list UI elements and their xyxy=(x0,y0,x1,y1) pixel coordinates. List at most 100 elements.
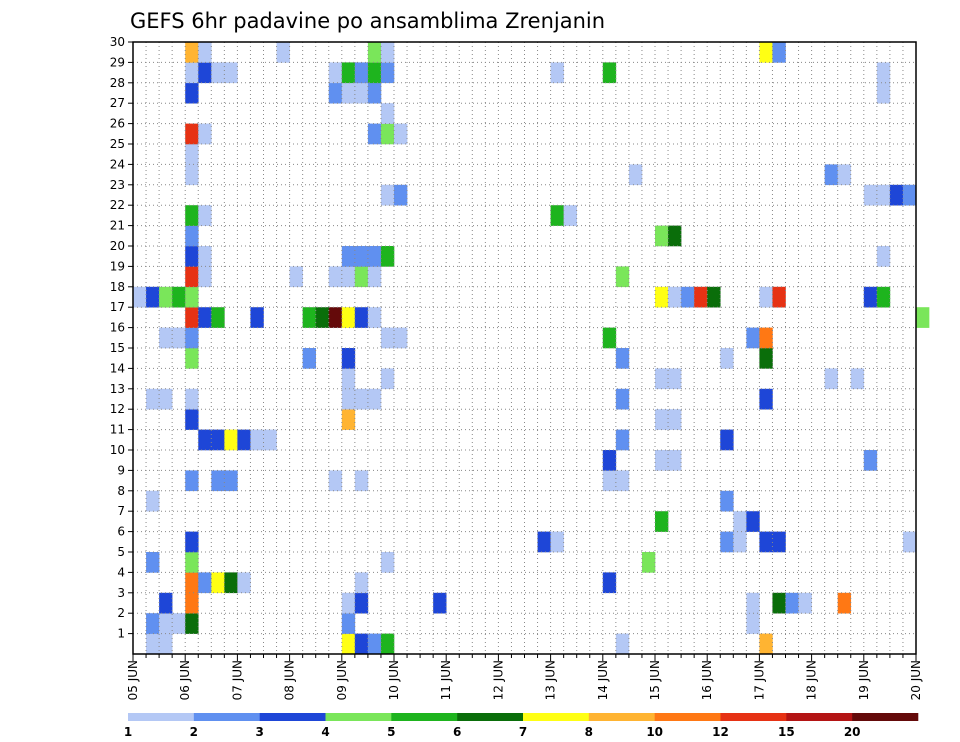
data-cell xyxy=(341,592,356,614)
data-cell xyxy=(367,42,382,63)
y-tick-label: 2 xyxy=(117,606,125,620)
x-tick-label: 13 JUN xyxy=(544,660,558,700)
data-cell xyxy=(237,429,251,451)
data-cell xyxy=(185,164,199,186)
data-cell xyxy=(367,62,382,84)
data-cell xyxy=(668,368,682,390)
legend-label: 6 xyxy=(453,725,461,739)
y-tick-label: 26 xyxy=(110,117,125,131)
data-cell xyxy=(185,286,199,308)
data-cell xyxy=(289,266,303,288)
legend-label: 2 xyxy=(190,725,198,739)
y-tick-label: 30 xyxy=(110,35,125,49)
data-cell xyxy=(394,123,408,145)
data-cell xyxy=(198,42,212,63)
data-cell xyxy=(146,490,160,512)
data-cell xyxy=(211,307,225,328)
data-cell xyxy=(146,552,160,573)
data-cell xyxy=(367,123,382,145)
data-cell xyxy=(367,633,382,655)
data-cell xyxy=(198,266,212,288)
data-cell xyxy=(198,307,212,328)
legend-label: 7 xyxy=(519,725,527,739)
data-cell xyxy=(276,42,290,63)
x-tick-label: 19 JUN xyxy=(857,660,871,700)
legend-swatch xyxy=(786,713,853,721)
data-cell xyxy=(146,286,160,308)
data-cell xyxy=(759,633,773,655)
data-cell xyxy=(615,266,630,288)
data-cell xyxy=(341,62,356,84)
x-tick-label: 05 JUN xyxy=(126,660,140,700)
y-tick-label: 22 xyxy=(110,198,125,212)
data-cell xyxy=(367,388,382,410)
data-cell xyxy=(146,613,160,634)
data-cell xyxy=(341,633,356,655)
legend-swatch xyxy=(325,713,392,721)
data-cell xyxy=(224,572,238,594)
data-cell xyxy=(211,429,225,451)
data-cell xyxy=(889,184,904,206)
y-tick-label: 25 xyxy=(110,137,125,151)
data-cell xyxy=(916,307,930,328)
x-tick-label: 20 JUN xyxy=(909,660,923,700)
x-tick-label: 16 JUN xyxy=(700,660,714,700)
y-tick-label: 16 xyxy=(110,321,125,335)
y-tick-label: 18 xyxy=(110,280,125,294)
x-tick-label: 11 JUN xyxy=(439,660,453,700)
data-cell xyxy=(655,409,669,430)
data-cell xyxy=(172,613,186,634)
data-cell xyxy=(211,62,225,84)
data-cell xyxy=(185,572,199,594)
data-cell xyxy=(315,307,330,328)
legend-label: 20 xyxy=(844,725,861,739)
data-cell xyxy=(681,286,695,308)
x-tick-label: 15 JUN xyxy=(648,660,662,700)
data-cell xyxy=(733,511,747,532)
x-tick-label: 06 JUN xyxy=(178,660,192,700)
data-cell xyxy=(876,82,891,104)
y-tick-label: 10 xyxy=(110,443,125,457)
data-cell xyxy=(328,266,343,288)
data-cell xyxy=(185,246,199,267)
y-tick-label: 20 xyxy=(110,239,125,253)
data-cell xyxy=(328,82,343,104)
data-cell xyxy=(707,286,721,308)
data-cell xyxy=(615,388,630,410)
legend-swatch xyxy=(852,713,919,721)
x-tick-label: 12 JUN xyxy=(491,660,505,700)
data-cell xyxy=(772,592,786,614)
data-cell xyxy=(159,633,173,655)
data-cell xyxy=(602,327,617,349)
data-cell xyxy=(694,286,708,308)
data-cell xyxy=(211,572,225,594)
data-cell xyxy=(746,327,760,349)
data-cell xyxy=(902,531,917,553)
data-cell xyxy=(224,62,238,84)
data-cell xyxy=(302,348,316,369)
data-cell xyxy=(837,164,852,186)
data-cell xyxy=(759,327,773,349)
data-cell xyxy=(250,429,264,451)
data-cell xyxy=(341,266,356,288)
data-cell xyxy=(550,531,564,553)
data-cell xyxy=(615,429,630,451)
y-axis: 1234567891011121314151617181920212223242… xyxy=(110,35,133,641)
data-cell xyxy=(380,62,395,84)
data-cell xyxy=(159,388,173,410)
data-cell xyxy=(824,164,838,186)
data-cell xyxy=(159,613,173,634)
data-cell xyxy=(185,592,199,614)
y-tick-label: 24 xyxy=(110,157,125,171)
grid-lines xyxy=(133,42,916,654)
data-cell xyxy=(185,531,199,553)
data-cell xyxy=(354,633,369,655)
y-tick-label: 9 xyxy=(117,463,125,477)
data-cell xyxy=(668,286,682,308)
data-cell xyxy=(785,592,799,614)
data-cell xyxy=(185,123,199,145)
data-cell xyxy=(341,368,356,390)
y-tick-label: 5 xyxy=(117,545,125,559)
data-cell xyxy=(876,286,891,308)
legend-label: 5 xyxy=(387,725,395,739)
